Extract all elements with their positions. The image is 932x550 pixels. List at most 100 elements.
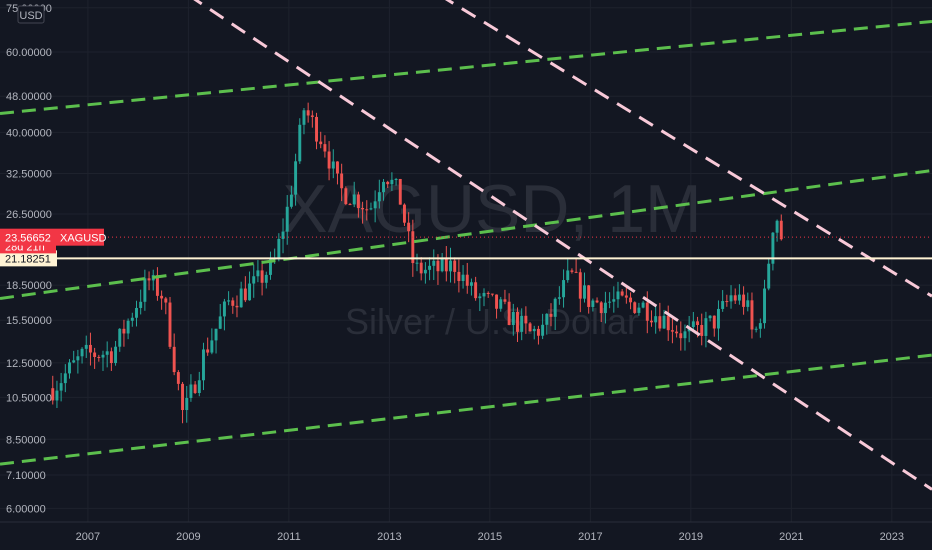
candle-body: [143, 278, 147, 302]
candle-body: [331, 161, 335, 169]
candle-body: [361, 208, 365, 210]
candle-body: [382, 181, 385, 193]
candle-body: [344, 188, 348, 205]
candle-body: [516, 311, 519, 332]
candle-body: [147, 278, 151, 281]
price-tick-label: 48.00000: [6, 91, 52, 103]
candle-body: [306, 110, 310, 116]
time-tick-label: 2011: [277, 531, 301, 543]
candle-body: [612, 299, 616, 302]
level-tag-value: 21.18251: [5, 253, 51, 265]
price-tick-label: 60.00000: [6, 47, 52, 59]
candle-body: [465, 274, 469, 286]
candle-body: [595, 300, 599, 303]
candle-body: [369, 208, 373, 210]
price-tick-label: 12.50000: [6, 358, 52, 370]
candle-body: [185, 397, 189, 411]
candle-body: [227, 300, 231, 302]
candle-body: [717, 308, 720, 329]
candle-body: [666, 315, 670, 331]
candle-body: [415, 262, 419, 264]
candle-body: [758, 323, 762, 329]
candle-body: [767, 263, 771, 289]
time-tick-label: 2013: [377, 531, 401, 543]
candle-body: [725, 301, 729, 303]
candle-body: [315, 116, 318, 142]
candle-body: [545, 313, 549, 325]
price-tag-value: 23.56652: [5, 233, 51, 245]
resistance-trendline[interactable]: [440, 0, 932, 298]
candle-body: [130, 317, 134, 321]
candle-body: [377, 192, 381, 202]
candle-body: [742, 294, 746, 307]
candle-body: [520, 315, 524, 332]
time-tick-label: 2009: [176, 531, 200, 543]
price-tick-label: 7.10000: [6, 470, 46, 482]
candle-body: [549, 313, 553, 317]
candle-body: [779, 220, 783, 240]
candle-body: [356, 194, 360, 209]
candle-body: [281, 231, 285, 239]
candle-body: [172, 346, 176, 373]
candle-body: [620, 291, 624, 296]
candle-body: [453, 260, 457, 272]
candle-body: [122, 328, 126, 334]
channel-trendline[interactable]: [0, 168, 932, 300]
candle-body: [729, 295, 733, 302]
candle-body: [633, 302, 637, 313]
level-tag: 21.18251: [0, 250, 57, 267]
resistance-trendline[interactable]: [188, 0, 932, 491]
time-tick-label: 2019: [679, 531, 703, 543]
candle-body: [80, 348, 84, 357]
candle-body: [256, 270, 260, 277]
candle-body: [277, 238, 281, 259]
candle-body: [348, 204, 352, 206]
candle-body: [566, 270, 570, 281]
candle-body: [436, 260, 440, 272]
candle-body: [578, 272, 582, 299]
candle-body: [197, 380, 201, 393]
candle-body: [591, 300, 595, 307]
candle-body: [737, 294, 741, 301]
candle-body: [428, 265, 432, 270]
time-tick-label: 2007: [76, 531, 100, 543]
price-tick-label: 32.50000: [6, 169, 52, 181]
candle-body: [616, 291, 620, 300]
candle-body: [553, 298, 557, 317]
candle-body: [97, 356, 101, 358]
price-tag-symbol: XAGUSD: [60, 233, 107, 245]
time-axis[interactable]: 2007 2009 2011 2013 2015 2017 2019 2021 2023: [0, 521, 932, 543]
candle-body: [68, 362, 71, 374]
candle-body: [528, 323, 532, 332]
candle-body: [365, 209, 369, 211]
candle-body: [763, 288, 766, 324]
candle-body: [269, 259, 272, 275]
candle-body: [327, 151, 331, 169]
candle-body: [478, 296, 482, 299]
candle-body: [532, 328, 536, 332]
candle-body: [285, 206, 289, 232]
channel-trendline[interactable]: [0, 353, 932, 466]
candle-body: [423, 269, 427, 274]
candle-body: [310, 115, 314, 117]
candle-body: [407, 222, 411, 232]
watermark-symbol: XAGUSD, 1M: [282, 171, 701, 247]
candle-body: [750, 300, 754, 330]
candle-body: [126, 320, 130, 334]
candle-body: [432, 260, 436, 266]
channel-trendline[interactable]: [0, 19, 932, 115]
price-axis[interactable]: 75.0000060.0000048.0000040.0000032.50000…: [6, 3, 52, 516]
currency-badge[interactable]: USD: [17, 5, 45, 24]
candle-body: [629, 297, 633, 303]
candle-body: [206, 349, 210, 353]
candle-body: [691, 321, 695, 327]
candle-body: [114, 346, 118, 364]
candle-body: [449, 260, 452, 272]
candle-body: [679, 333, 683, 339]
candle-body: [139, 301, 143, 308]
candle-body: [608, 301, 612, 303]
candle-body: [503, 299, 507, 302]
candle-body: [160, 295, 164, 299]
